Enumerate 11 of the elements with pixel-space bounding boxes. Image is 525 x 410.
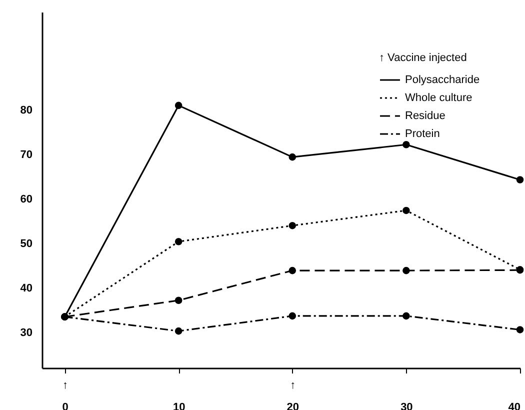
legend-label: Whole culture <box>405 92 472 104</box>
y-tick-label: 60 <box>20 193 32 206</box>
annotation: ↑ Vaccine injected <box>379 52 467 64</box>
y-tick-label: 30 <box>20 326 32 339</box>
legend-label: Residue <box>405 110 446 122</box>
y-tick-label: 70 <box>20 148 32 161</box>
legend-label: Protein <box>405 128 440 140</box>
y-tick-label: 50 <box>20 238 32 250</box>
legend-label: Polysaccharide <box>405 74 480 86</box>
y-tick-label: 40 <box>20 282 32 294</box>
y-tick-label: 80 <box>20 104 32 116</box>
